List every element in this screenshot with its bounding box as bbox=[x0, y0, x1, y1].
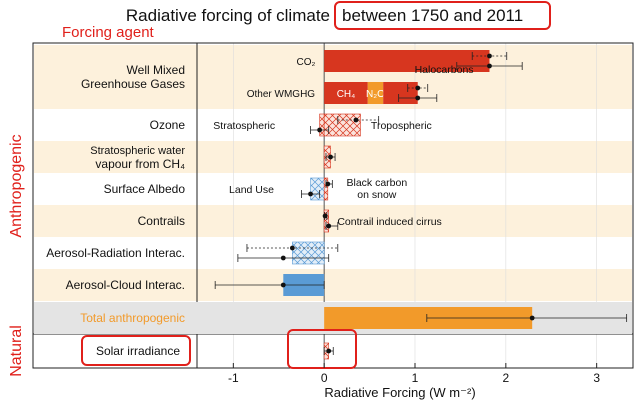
bar bbox=[324, 50, 490, 72]
group-label-natural: Natural bbox=[8, 325, 25, 377]
error-bar-point bbox=[487, 63, 492, 69]
solar-label: Solar irradiance bbox=[96, 344, 180, 358]
annotation: Stratospheric bbox=[213, 120, 275, 132]
bar bbox=[324, 82, 368, 104]
bar-label: CH₄ bbox=[337, 89, 356, 100]
error-bar-point bbox=[317, 127, 323, 133]
x-tick-label: 0 bbox=[321, 371, 328, 385]
agent-label: Aerosol-Radiation Interac. bbox=[46, 246, 185, 260]
error-bar-point bbox=[280, 282, 286, 288]
error-bar-point bbox=[326, 223, 332, 229]
error-bar-point bbox=[487, 53, 492, 59]
annotation: Halocarbons bbox=[415, 64, 474, 76]
agent-label: Ozone bbox=[150, 118, 186, 132]
solar-label-highlight bbox=[81, 335, 191, 366]
total-error-point bbox=[529, 315, 535, 321]
bar-label: N₂O bbox=[366, 89, 385, 100]
chart-title-highlight: between 1750 and 2011 bbox=[342, 6, 523, 25]
solar-error-bar bbox=[323, 347, 334, 355]
group-label-anthropogenic: Anthropogenic bbox=[8, 134, 25, 237]
error-bar-point bbox=[328, 154, 333, 160]
annotation: Black carbon bbox=[346, 177, 407, 189]
error-bar-point bbox=[308, 191, 313, 197]
row-band bbox=[34, 269, 632, 301]
error-bars bbox=[214, 52, 523, 289]
agent-label: Surface Albedo bbox=[104, 182, 186, 196]
solar-value-highlight bbox=[287, 329, 357, 369]
solar-error-point bbox=[326, 348, 332, 354]
error-bar-point bbox=[322, 213, 328, 219]
x-tick-label: 2 bbox=[502, 371, 509, 385]
annotation: Tropospheric bbox=[371, 120, 432, 132]
x-tick-label: -1 bbox=[228, 371, 239, 385]
agent-label: Stratospheric water bbox=[90, 145, 185, 157]
agent-label: Contrails bbox=[138, 214, 185, 228]
row-band bbox=[34, 205, 632, 237]
x-tick-label: 3 bbox=[593, 371, 600, 385]
bar bbox=[323, 113, 361, 137]
annotation: Contrail induced cirrus bbox=[337, 216, 441, 228]
total-label: Total anthropogenic bbox=[80, 311, 185, 325]
annotations: Halocarbons Other WMGHG Stratospheric Tropo… bbox=[213, 64, 473, 228]
x-axis-label: Radiative Forcing (W m⁻²) bbox=[324, 385, 475, 400]
agent-label: Aerosol-Cloud Interac. bbox=[66, 278, 185, 292]
agent-label: vapour from CH₄ bbox=[95, 157, 185, 171]
row-note: Other WMGHG bbox=[247, 89, 316, 100]
total-error-bar bbox=[426, 314, 628, 322]
error-bar-point bbox=[325, 181, 331, 187]
title-highlight-box bbox=[334, 1, 551, 30]
bar-label: CO₂ bbox=[297, 57, 316, 68]
agent-label: Greenhouse Gases bbox=[81, 77, 185, 91]
error-bar-point bbox=[289, 245, 295, 251]
error-bar-point bbox=[280, 255, 286, 261]
column-header: Forcing agent bbox=[62, 24, 155, 41]
annotation: on snow bbox=[357, 189, 397, 201]
annotation: Land Use bbox=[229, 184, 274, 196]
error-bar-point bbox=[415, 95, 421, 101]
agent-label: Well Mixed bbox=[127, 63, 185, 77]
bar bbox=[292, 241, 325, 265]
chart-title-prefix: Radiative forcing of climate bbox=[126, 6, 330, 25]
error-bar-point bbox=[415, 85, 421, 91]
bar bbox=[383, 82, 418, 104]
x-tick-label: 1 bbox=[412, 371, 419, 385]
error-bar-point bbox=[353, 117, 359, 123]
bar bbox=[323, 209, 330, 233]
bar bbox=[323, 177, 329, 201]
bar bbox=[310, 177, 325, 201]
x-axis: -1 0 1 2 3 bbox=[228, 363, 600, 385]
bar bbox=[319, 113, 325, 137]
bar bbox=[367, 82, 384, 104]
